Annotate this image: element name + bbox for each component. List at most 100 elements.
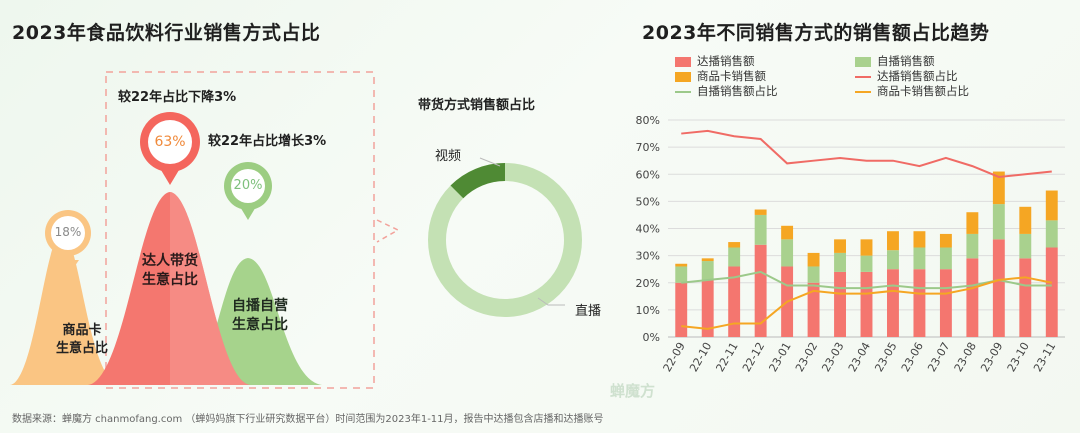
- bar-1: [1019, 233, 1032, 259]
- bar-0: [701, 280, 714, 337]
- x-tick-label: 23-09: [978, 340, 1005, 374]
- x-tick-label: 23-05: [872, 340, 899, 374]
- bar-2: [992, 171, 1005, 205]
- x-tick-label: 23-11: [1031, 340, 1058, 374]
- bar-0: [807, 282, 820, 337]
- bar-1: [675, 266, 688, 283]
- legend-item-4: 达播销售额占比: [855, 69, 1035, 84]
- bar-2: [754, 209, 767, 215]
- legend-swatch-2: [855, 56, 871, 67]
- note-daren: 较22年占比下降3%: [118, 90, 237, 105]
- y-tick-label: 20%: [636, 277, 660, 290]
- chart-legend: 达播销售额 自播销售额 商品卡销售额 达播销售额占比 自播销售额占比 商品卡销售…: [675, 54, 1055, 99]
- legend-label-5: 自播销售额占比: [697, 84, 778, 98]
- y-tick-label: 10%: [636, 304, 660, 317]
- bar-2: [939, 233, 952, 248]
- bar-2: [781, 225, 794, 240]
- label-zibo-1: 自播自营: [232, 298, 288, 314]
- mountain-shangpinka: [10, 232, 120, 385]
- bar-0: [860, 271, 873, 337]
- legend-item-5: 自播销售额占比: [675, 84, 855, 99]
- arrow-icon: [376, 219, 400, 243]
- bar-1: [939, 247, 952, 270]
- mountain-infographic: [10, 71, 400, 389]
- bar-2: [807, 252, 820, 267]
- legend-label-3: 商品卡销售额: [697, 69, 766, 83]
- bar-1: [992, 204, 1005, 240]
- bar-2: [860, 239, 873, 256]
- donut-title: 带货方式销售额占比: [418, 98, 536, 113]
- bar-2: [701, 258, 714, 262]
- x-tick-label: 23-06: [899, 340, 926, 374]
- bar-1: [728, 247, 741, 267]
- legend-item-2: 自播销售额: [855, 54, 1035, 69]
- legend-item-6: 商品卡销售额占比: [855, 84, 1035, 99]
- x-tick-label: 23-08: [952, 340, 979, 374]
- label-daren-1: 达人带货: [142, 253, 198, 269]
- bar-2: [1019, 206, 1032, 234]
- bar-1: [860, 255, 873, 272]
- donut-chart: [428, 157, 582, 317]
- bar-1: [913, 247, 926, 270]
- legend-label-2: 自播销售额: [877, 54, 935, 68]
- bar-1: [807, 266, 820, 283]
- bar-2: [966, 212, 979, 234]
- bar-0: [1019, 258, 1032, 337]
- x-tick-label: 23-03: [819, 340, 846, 374]
- bar-1: [966, 233, 979, 259]
- bar-0: [992, 239, 1005, 337]
- right-title: 2023年不同销售方式的销售额占比趋势: [642, 22, 990, 44]
- line-0: [681, 129, 1052, 178]
- y-tick-label: 30%: [636, 250, 660, 263]
- bar-0: [675, 282, 688, 337]
- legend-item-1: 达播销售额: [675, 54, 855, 69]
- pct-shangpinka: 18%: [54, 225, 82, 239]
- label-shangpinka: 商品卡 生意占比: [42, 322, 122, 358]
- x-tick-label: 22-09: [661, 340, 688, 374]
- x-tick-label: 22-11: [714, 340, 741, 374]
- bar-0: [754, 244, 767, 337]
- donut-video-arc: [450, 162, 506, 199]
- label-shangpinka-2: 生意占比: [55, 341, 108, 356]
- bar-2: [675, 263, 688, 267]
- bar-1: [754, 214, 767, 245]
- bar-1: [887, 250, 899, 270]
- donut-video-label: 视频: [435, 149, 462, 164]
- legend-label-1: 达播销售额: [697, 54, 755, 68]
- dashed-frame: [105, 71, 375, 389]
- label-zibo: 自播自营 生意占比: [218, 297, 302, 335]
- legend-swatch-4: [855, 75, 871, 78]
- bar-1: [1045, 220, 1058, 248]
- mountain-daren-shade: [170, 192, 250, 385]
- y-tick-label: 50%: [636, 195, 660, 208]
- bar-0: [728, 266, 741, 337]
- footer-source: 数据来源：蝉魔方 chanmofang.com （蝉妈妈旗下行业研究数据平台）时…: [12, 414, 604, 425]
- line-2: [681, 276, 1052, 330]
- y-tick-label: 70%: [636, 141, 660, 154]
- x-tick-label: 22-12: [740, 340, 767, 374]
- x-tick-label: 23-04: [846, 340, 873, 374]
- y-tick-label: 0%: [643, 331, 660, 344]
- pin-daren: [140, 112, 200, 185]
- x-tick-label: 22-10: [687, 340, 714, 374]
- bar-1: [781, 239, 794, 267]
- left-title: 2023年食品饮料行业销售方式占比: [12, 22, 321, 44]
- pin-zibo: [224, 162, 272, 220]
- pct-zibo: 20%: [233, 178, 263, 193]
- bar-2: [834, 239, 846, 253]
- bar-0: [966, 258, 979, 337]
- trend-chart: 0%10%20%30%40%50%60%70%80%22-09 22-10 22-1…: [636, 114, 1065, 374]
- legend-swatch-1: [675, 56, 691, 67]
- bar-2: [1045, 190, 1058, 221]
- y-tick-label: 40%: [636, 223, 660, 236]
- x-tick-label: 23-07: [925, 340, 952, 374]
- legend-label-4: 达播销售额占比: [877, 69, 958, 83]
- bar-1: [701, 261, 714, 281]
- watermark: 蝉魔方: [610, 382, 656, 400]
- x-tick-label: 23-02: [793, 340, 820, 374]
- donut-live-leader: [537, 297, 565, 306]
- donut-live-label: 直播: [575, 304, 602, 319]
- legend-item-3: 商品卡销售额: [675, 69, 855, 84]
- bar-0: [887, 269, 899, 337]
- legend-swatch-5: [675, 90, 691, 93]
